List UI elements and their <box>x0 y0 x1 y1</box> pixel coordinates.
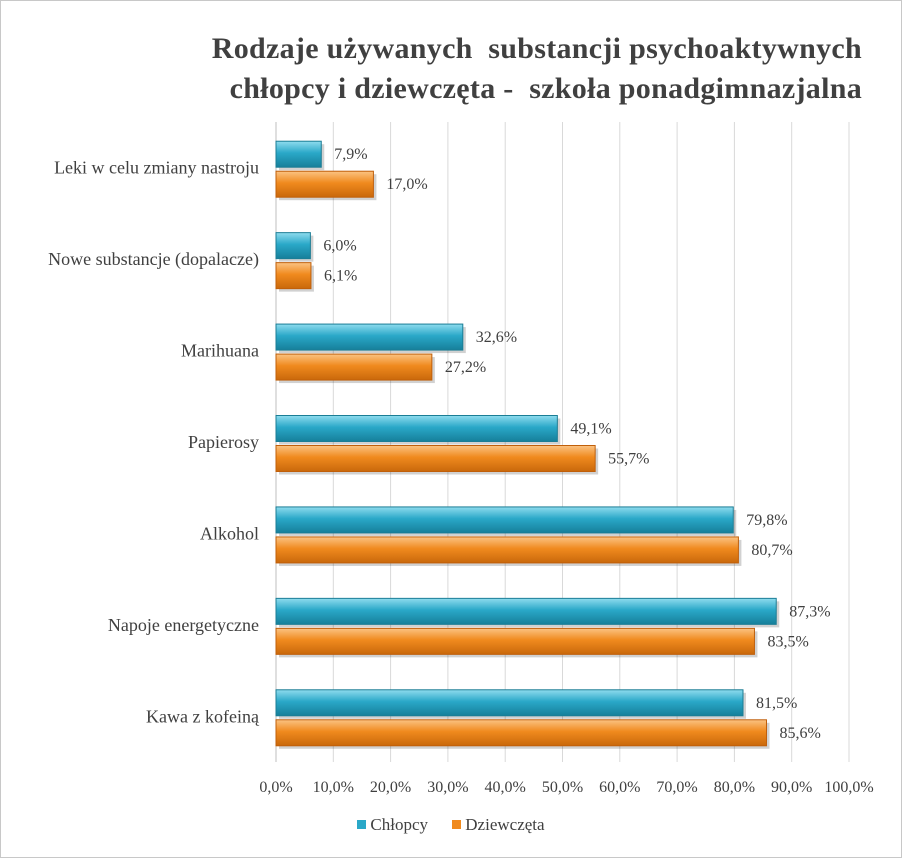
data-label: 80,7% <box>751 542 792 559</box>
bar-dziewczeta <box>275 262 312 290</box>
legend-item-dziewczeta: Dziewczęta <box>452 815 545 835</box>
category-label: Nowe substancje (dopalacze) <box>48 249 259 270</box>
x-tick-label: 0,0% <box>259 779 292 796</box>
bar-dziewczeta <box>275 627 755 655</box>
category-label: Papierosy <box>188 432 259 452</box>
data-label: 17,0% <box>386 176 427 193</box>
bar-chlopcy <box>275 232 311 260</box>
bar-chlopcy <box>275 597 777 625</box>
legend-swatch-chlopcy <box>357 820 367 829</box>
x-tick-label: 60,0% <box>599 779 640 796</box>
chart-subtitle: chłopcy i dziewczęta - szkoła ponadgimna… <box>229 72 862 105</box>
data-label: 27,2% <box>445 359 486 376</box>
x-tick-label: 80,0% <box>714 779 755 796</box>
category-label: Napoje energetyczne <box>108 615 259 635</box>
x-tick-label: 40,0% <box>485 779 526 796</box>
data-label: 81,5% <box>756 695 797 712</box>
bar-dziewczeta <box>275 445 596 472</box>
data-label: 83,5% <box>767 633 808 650</box>
data-label: 49,1% <box>570 421 611 438</box>
data-label: 55,7% <box>608 451 649 468</box>
bar-dziewczeta <box>275 719 767 747</box>
bar-chlopcy <box>275 323 464 351</box>
x-tick-label: 50,0% <box>542 779 583 796</box>
chart-title: Rodzaje używanych substancji psychoaktyw… <box>211 32 862 65</box>
data-label: 6,0% <box>323 238 356 255</box>
legend: Chłopcy Dziewczęta <box>0 815 902 835</box>
x-tick-label: 100,0% <box>824 779 873 796</box>
legend-swatch-dziewczeta <box>452 820 462 829</box>
data-label: 85,6% <box>779 725 820 742</box>
bar-chlopcy <box>275 689 744 717</box>
category-label: Leki w celu zmiany nastroju <box>54 158 259 178</box>
data-label: 79,8% <box>746 512 787 529</box>
legend-label-dziewczeta: Dziewczęta <box>465 815 545 834</box>
legend-item-chlopcy: Chłopcy <box>357 815 428 835</box>
bar-chlopcy <box>275 415 558 442</box>
x-tick-label: 90,0% <box>771 779 812 796</box>
data-label: 87,3% <box>789 603 830 620</box>
bar-chlopcy <box>275 140 322 168</box>
bar-dziewczeta <box>275 536 739 564</box>
data-label: 7,9% <box>334 146 367 163</box>
x-tick-label: 20,0% <box>370 779 411 796</box>
x-tick-label: 30,0% <box>427 779 468 796</box>
bar-dziewczeta <box>275 353 433 381</box>
bar-chlopcy <box>275 506 734 534</box>
category-label: Alkohol <box>200 523 259 543</box>
data-label: 32,6% <box>476 329 517 346</box>
bar-dziewczeta <box>275 170 374 198</box>
category-label: Kawa z kofeiną <box>146 706 260 726</box>
data-label: 6,1% <box>324 268 357 285</box>
x-tick-label: 10,0% <box>313 779 354 796</box>
legend-label-chlopcy: Chłopcy <box>370 815 429 834</box>
x-tick-label: 70,0% <box>656 779 697 796</box>
category-label: Marihuana <box>181 341 259 361</box>
